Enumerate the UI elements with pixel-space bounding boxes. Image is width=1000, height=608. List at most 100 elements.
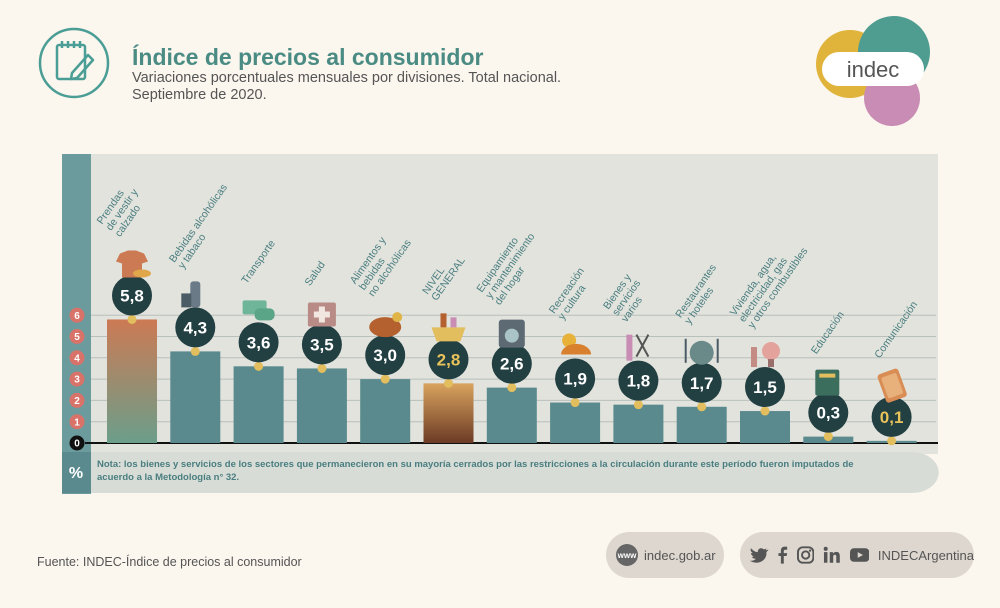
y-tick-badge: [69, 414, 85, 430]
value-badge: [112, 275, 152, 316]
subtitle-line-2: Septiembre de 2020.: [132, 87, 267, 103]
y-tick-label: 3: [74, 375, 80, 386]
page-title: Índice de precios al consumidor: [132, 44, 484, 70]
value-badge: [301, 324, 342, 365]
food-icon: [369, 312, 403, 338]
data-label: 2,8: [437, 350, 461, 369]
bar-marker-dot: [760, 406, 770, 416]
note-text: Nota: los bienes y servicios de los sect…: [97, 459, 854, 483]
bar-marker-dot: [127, 314, 137, 324]
value-badge: [871, 396, 912, 437]
value-badge: [808, 392, 849, 433]
data-label: 0,3: [816, 404, 840, 423]
page-subtitle: Variaciones porcentuales mensuales por d…: [132, 70, 652, 104]
social-handle: INDECArgentina: [877, 547, 974, 563]
washing-machine-icon: [498, 319, 525, 348]
y-tick-badge: [69, 329, 85, 344]
website-url: indec.gob.ar: [644, 547, 716, 563]
data-label: 0,1: [880, 408, 904, 427]
data-label: 4,3: [183, 318, 207, 337]
data-label: 1,7: [690, 374, 714, 393]
value-badge: [428, 339, 469, 380]
bar: [107, 319, 157, 443]
bar: [423, 383, 474, 443]
value-badge: [681, 362, 722, 403]
y-tick-badge: [69, 350, 85, 366]
social-links: INDECArgentina: [740, 532, 974, 578]
subtitle-line-1: Variaciones porcentuales mensuales por d…: [132, 70, 562, 86]
dining-icon: [684, 338, 719, 365]
data-label: 2,6: [500, 355, 524, 374]
y-tick-badge: [69, 307, 85, 323]
value-badge: [365, 335, 406, 376]
bar: [233, 366, 284, 443]
scissors-comb-icon: [626, 334, 650, 361]
data-label: 1,8: [627, 372, 651, 391]
value-badge: [555, 358, 596, 399]
y-tick-badge: [69, 371, 85, 387]
value-badge: [491, 343, 532, 384]
website-link[interactable]: www indec.gob.ar: [606, 532, 724, 578]
bar: [170, 351, 221, 443]
bar-marker-dot: [697, 402, 707, 412]
notepad-pencil-icon: [38, 27, 110, 99]
value-badge: [745, 367, 785, 408]
y-tick-badge: [69, 435, 85, 451]
bar-marker-dot: [254, 361, 264, 371]
book-icon: [815, 369, 840, 396]
bar-marker-dot: [823, 432, 833, 442]
lightbulb-icon: [751, 342, 780, 368]
value-badge: [175, 307, 216, 348]
note-panel: [62, 452, 939, 493]
data-label: 3,0: [373, 346, 397, 365]
data-label: 5,8: [120, 286, 144, 305]
bar-marker-dot: [633, 400, 643, 410]
value-badge: [618, 360, 659, 401]
bar-marker-dot: [887, 436, 897, 446]
shopping-basket-icon: [431, 313, 466, 342]
logo-text: indec: [847, 57, 900, 82]
instagram-icon[interactable]: [796, 546, 815, 564]
source-note: Fuente: INDEC-Índice de precios al consu…: [37, 555, 302, 569]
bar: [360, 379, 411, 443]
bar: [486, 387, 537, 443]
y-tick-label: 6: [74, 311, 80, 322]
phone-icon: [877, 368, 907, 403]
y-tick-label: 4: [74, 353, 80, 364]
percent-symbol: %: [69, 465, 83, 482]
bar: [613, 404, 664, 443]
indec-logo: indec: [816, 16, 930, 126]
linkedin-icon[interactable]: [823, 546, 841, 564]
health-cross-icon: [307, 302, 336, 327]
bar: [740, 411, 790, 443]
y-tick-badge: [69, 392, 85, 408]
percent-box: [62, 452, 91, 493]
bottle-icon: [181, 281, 201, 308]
data-label: 3,5: [310, 335, 334, 354]
sun-umbrella-icon: [561, 333, 592, 355]
bar-marker-dot: [380, 374, 390, 384]
youtube-icon[interactable]: [849, 548, 869, 562]
y-tick-label: 2: [74, 396, 80, 407]
data-label: 1,5: [753, 378, 777, 397]
bar-marker-dot: [190, 346, 200, 356]
y-tick-label: 0: [74, 439, 80, 450]
value-badge: [238, 322, 279, 363]
data-label: 3,6: [247, 333, 271, 352]
bar-marker-dot: [507, 383, 517, 393]
facebook-icon[interactable]: [778, 546, 788, 564]
twitter-icon[interactable]: [750, 547, 769, 563]
bar: [676, 406, 727, 443]
bus-card-icon: [242, 300, 275, 321]
bar-marker-dot: [570, 398, 580, 408]
bar: [296, 368, 347, 443]
shirt-icon: [116, 250, 151, 278]
bar-marker-dot: [444, 378, 453, 388]
y-tick-label: 5: [74, 332, 80, 343]
www-icon: www: [616, 544, 638, 566]
bar-marker-dot: [317, 363, 327, 373]
y-tick-label: 1: [74, 417, 80, 428]
data-label: 1,9: [563, 370, 587, 389]
bar: [550, 402, 601, 443]
